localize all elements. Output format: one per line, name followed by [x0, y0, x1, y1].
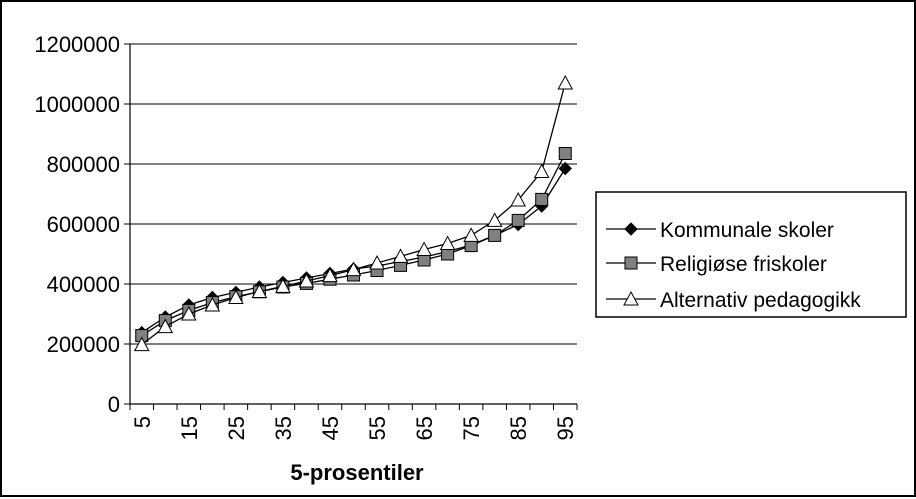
legend-label: Religiøse friskoler [660, 253, 827, 276]
legend-label: Alternativ pedagogikk [660, 289, 861, 312]
x-tick-label: 95 [553, 416, 578, 440]
data-point [558, 147, 572, 160]
x-tick-label: 5 [130, 416, 155, 428]
y-tick-label: 600000 [47, 212, 120, 237]
data-point [535, 192, 549, 206]
x-tick-label: 75 [459, 416, 484, 440]
y-tick-label: 800000 [47, 152, 120, 177]
x-tick-label: 45 [318, 416, 343, 440]
data-point [557, 74, 574, 90]
y-tick-label: 1200000 [34, 32, 120, 57]
series-2 [133, 74, 574, 352]
x-tick-label: 55 [365, 416, 390, 440]
series-1 [135, 147, 572, 343]
x-tick-label: 25 [224, 416, 249, 440]
data-point [463, 227, 479, 242]
legend-marker [624, 256, 638, 270]
data-point [533, 163, 550, 178]
data-point [322, 267, 338, 283]
x-tick-label: 35 [271, 416, 296, 440]
data-point [510, 191, 527, 207]
data-point [392, 248, 409, 263]
legend: Kommunale skoler Religiøse friskoler Alter… [595, 191, 907, 318]
data-point [228, 289, 244, 304]
y-tick-label: 400000 [47, 272, 120, 297]
y-tick-label: 1000000 [34, 92, 120, 117]
data-point [180, 305, 197, 321]
legend-label: Kommunale skoler [660, 219, 834, 242]
data-point [511, 213, 525, 227]
axes: 0 200000 400000 600000 800000 1000000 1200000 5… [34, 32, 578, 440]
data-point [251, 283, 268, 298]
data-point [157, 318, 174, 334]
data-point [275, 278, 291, 293]
data-point [488, 228, 502, 242]
y-tick-label: 200000 [47, 332, 120, 357]
data-point [204, 296, 221, 312]
data-point [345, 261, 362, 277]
y-tick-label: 0 [108, 392, 120, 417]
x-tick-label: 65 [412, 416, 437, 440]
series-layer [133, 74, 574, 352]
data-point [369, 254, 385, 270]
data-point [439, 235, 456, 250]
grid-lines [130, 43, 577, 345]
data-point [416, 241, 432, 256]
x-tick-label: 15 [177, 416, 202, 440]
legend-marker [623, 290, 639, 306]
x-tick-label: 85 [506, 416, 531, 440]
data-point [486, 212, 503, 227]
x-axis-label: 5-prosentiler [290, 460, 424, 485]
data-point [133, 336, 150, 352]
series-0 [135, 161, 572, 340]
legend-marker [624, 222, 638, 236]
data-point [558, 161, 572, 176]
legend-box [595, 191, 907, 318]
data-point [298, 272, 315, 288]
